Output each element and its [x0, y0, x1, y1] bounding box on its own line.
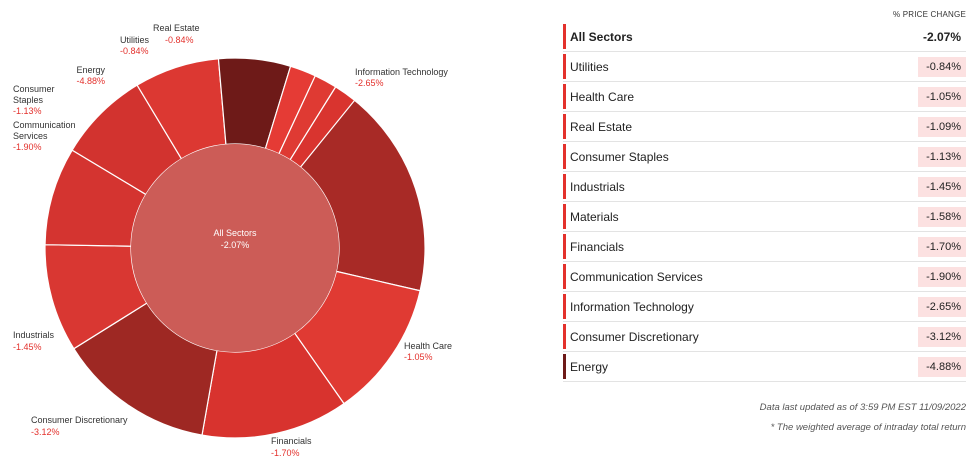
row-sector-name: Consumer Discretionary [570, 329, 699, 344]
row-sector-name: Consumer Staples [570, 149, 669, 164]
center-label: All Sectors [213, 228, 257, 238]
row-price-change: -1.58% [918, 206, 966, 227]
row-accent-bar [563, 324, 566, 349]
table-row: Real Estate -1.09% [563, 112, 966, 142]
row-accent-bar [563, 54, 566, 79]
label-financials-value: -1.70% [271, 448, 300, 458]
label-information-technology-value: -2.65% [355, 78, 384, 88]
row-price-change: -1.45% [918, 176, 966, 197]
table-row: Consumer Staples -1.13% [563, 142, 966, 172]
table-row: Information Technology -2.65% [563, 292, 966, 322]
row-accent-bar [563, 354, 566, 379]
label-utilities-value-2: -0.84% [120, 46, 149, 56]
label-industrials-name: Industrials [13, 330, 55, 340]
footnote-updated: Data last updated as of 3:59 PM EST 11/0… [759, 402, 966, 413]
row-accent-bar [563, 144, 566, 169]
row-accent-bar [563, 294, 566, 319]
center-circle [131, 144, 339, 352]
table-row: Utilities -0.84% [563, 52, 966, 82]
row-price-change: -2.65% [918, 296, 966, 317]
row-price-change: -1.13% [918, 146, 966, 167]
sector-donut-chart: All Sectors -2.07% Information Technolog… [13, 23, 452, 458]
label-consumer-staples-name-1: Consumer [13, 84, 55, 94]
label-health-care-name: Health Care [404, 341, 452, 351]
table-row: Energy -4.88% [563, 352, 966, 382]
row-price-change: -1.05% [918, 86, 966, 107]
donut-segments [44, 57, 426, 439]
row-sector-name: Materials [570, 209, 619, 224]
label-information-technology-name: Information Technology [355, 67, 448, 77]
row-sector-name: Utilities [570, 59, 609, 74]
label-utilities-value: -0.84% [165, 35, 194, 45]
label-energy-name: Energy [76, 65, 105, 75]
row-accent-bar [563, 114, 566, 139]
row-accent-bar [563, 174, 566, 199]
row-sector-name: Industrials [570, 179, 625, 194]
row-sector-name: Real Estate [570, 119, 633, 134]
row-price-change: -2.07% [922, 29, 961, 44]
table-row: Communication Services -1.90% [563, 262, 966, 292]
center-value: -2.07% [221, 240, 250, 250]
table-row: Financials -1.70% [563, 232, 966, 262]
label-communication-services-name-1: Communication [13, 120, 76, 130]
label-energy-value: -4.88% [76, 76, 105, 86]
row-price-change: -1.70% [918, 236, 966, 257]
label-industrials-value: -1.45% [13, 342, 42, 352]
label-financials-name: Financials [271, 436, 312, 446]
row-accent-bar [563, 84, 566, 109]
row-sector-name: Financials [570, 239, 625, 254]
row-accent-bar [563, 24, 566, 49]
label-real-estate-name: Real Estate [153, 23, 200, 33]
row-price-change: -4.88% [918, 356, 966, 377]
row-sector-name: All Sectors [570, 29, 633, 44]
row-sector-name: Communication Services [570, 269, 703, 284]
row-accent-bar [563, 204, 566, 229]
label-consumer-staples-name-2: Staples [13, 95, 44, 105]
row-price-change: -0.84% [918, 56, 966, 77]
row-sector-name: Health Care [570, 89, 635, 104]
label-communication-services-name-2: Services [13, 131, 48, 141]
table-row: Materials -1.58% [563, 202, 966, 232]
table-rows: All Sectors -2.07% Utilities -0.84% Health C… [563, 22, 966, 382]
table-row: Industrials -1.45% [563, 172, 966, 202]
label-communication-services-value: -1.90% [13, 142, 42, 152]
row-accent-bar [563, 264, 566, 289]
column-header: % PRICE CHANGE [892, 10, 966, 19]
label-health-care-value: -1.05% [404, 352, 433, 362]
row-accent-bar [563, 234, 566, 259]
label-consumer-discretionary-name: Consumer Discretionary [31, 415, 128, 425]
label-consumer-staples-value: -1.13% [13, 106, 42, 116]
row-sector-name: Energy [570, 359, 609, 374]
sector-table: % PRICE CHANGE All Sectors -2.07% Utilitie… [563, 10, 966, 433]
label-utilities-name: Utilities [120, 35, 150, 45]
row-price-change: -1.09% [918, 116, 966, 137]
table-row: All Sectors -2.07% [563, 22, 966, 52]
table-row: Health Care -1.05% [563, 82, 966, 112]
row-price-change: -3.12% [918, 326, 966, 347]
table-row: Consumer Discretionary -3.12% [563, 322, 966, 352]
row-sector-name: Information Technology [570, 299, 694, 314]
row-price-change: -1.90% [918, 266, 966, 287]
footnote-weighted: * The weighted average of intraday total… [770, 422, 966, 433]
label-consumer-discretionary-value: -3.12% [31, 427, 60, 437]
